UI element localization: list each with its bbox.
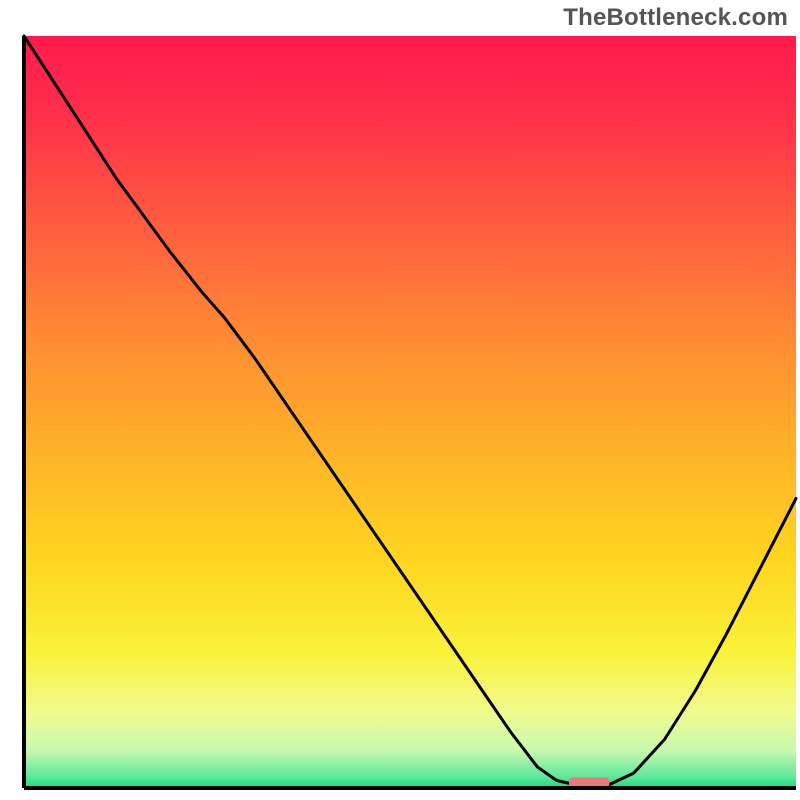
watermark-text: TheBottleneck.com	[563, 4, 788, 32]
gradient-background	[24, 36, 796, 788]
bottleneck-chart	[0, 0, 800, 800]
